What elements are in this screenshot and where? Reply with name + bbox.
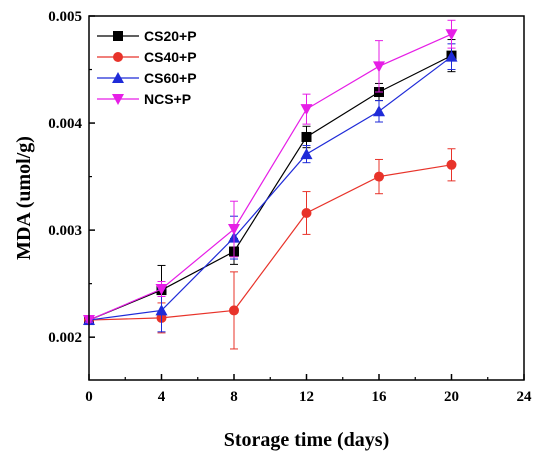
legend-marker [113, 52, 123, 62]
x-tick-label: 24 [517, 389, 533, 405]
y-tick-label: 0.003 [48, 223, 82, 239]
data-point [228, 224, 240, 236]
plot-area [83, 19, 458, 350]
series-line [88, 55, 452, 321]
legend-label: NCS+P [144, 91, 191, 107]
data-point [155, 304, 168, 316]
series-line [88, 164, 452, 321]
y-tick-label: 0.004 [48, 116, 82, 132]
x-axis-label: Storage time (days) [224, 429, 390, 451]
data-point [301, 131, 312, 142]
data-point [155, 284, 168, 295]
x-tick-label: 4 [158, 389, 166, 405]
legend-marker [112, 72, 124, 83]
x-tick-label: 8 [230, 389, 238, 405]
legend: CS20+P CS40+P CS60+P NCS+P [97, 28, 197, 107]
data-point [300, 148, 313, 160]
series-cs40-p [84, 148, 457, 350]
data-point [445, 29, 458, 41]
legend-item-ncs-p: NCS+P [97, 91, 191, 107]
legend-item-cs60-p: CS60+P [97, 70, 197, 86]
y-axis-ticks: 0.002 0.003 0.004 0.005 [48, 9, 95, 346]
data-point [445, 50, 458, 62]
data-point [301, 207, 312, 218]
legend-item-cs40-p: CS40+P [97, 49, 197, 65]
x-tick-label: 20 [444, 389, 459, 405]
legend-marker [113, 31, 123, 41]
legend-label: CS60+P [144, 70, 197, 86]
y-tick-label: 0.005 [48, 9, 82, 25]
x-tick-label: 16 [372, 389, 388, 405]
series-cs60-p [83, 43, 458, 333]
y-tick-label: 0.002 [48, 330, 82, 346]
legend-label: CS20+P [144, 28, 197, 44]
series-cs20-p [84, 39, 457, 326]
data-point [446, 159, 457, 170]
series-line [88, 33, 452, 321]
y-axis-label: MDA (umol/g) [13, 136, 35, 260]
legend-marker [112, 94, 124, 105]
legend-label: CS40+P [144, 49, 197, 65]
series-ncs-p [83, 19, 458, 327]
legend-item-cs20-p: CS20+P [97, 28, 197, 44]
data-point [300, 104, 313, 116]
data-point [374, 171, 384, 182]
x-axis-ticks: 0 4 8 12 16 20 24 [85, 374, 532, 405]
data-point [373, 61, 385, 73]
data-point [373, 105, 385, 117]
data-point [229, 305, 239, 316]
x-tick-label: 12 [299, 389, 314, 405]
x-tick-label: 0 [85, 389, 93, 405]
series-line [88, 56, 452, 321]
